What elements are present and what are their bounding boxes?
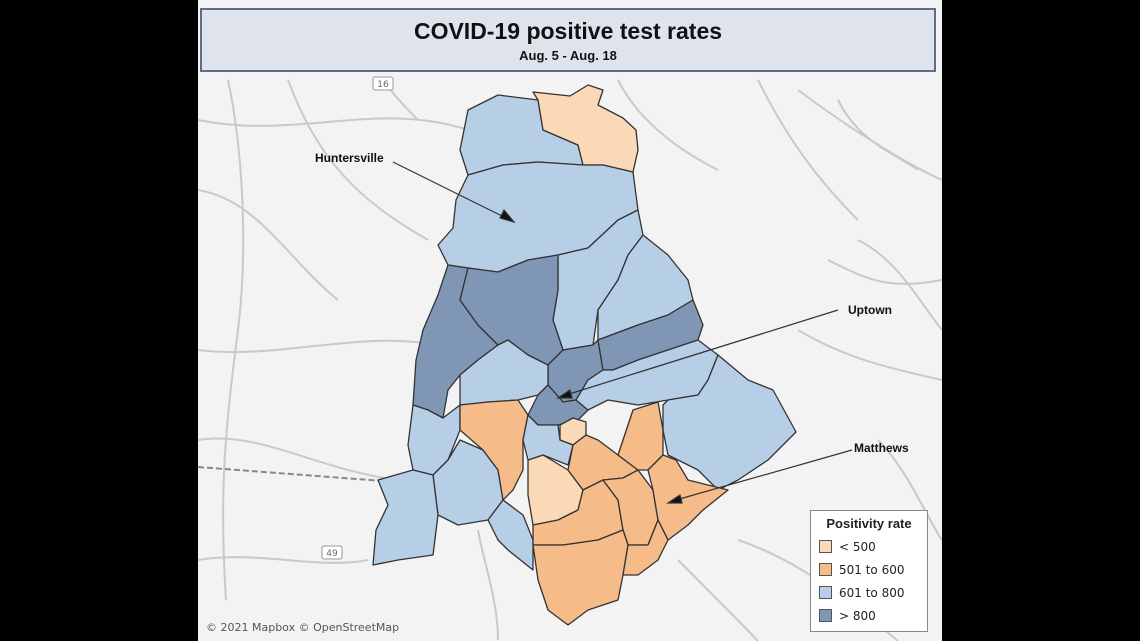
- zip-region-south-orange-5[interactable]: [532, 529, 629, 626]
- zip-region-south-orange-6[interactable]: [622, 519, 669, 576]
- legend-title: Positivity rate: [826, 516, 912, 531]
- zip-region-north-top[interactable]: [532, 84, 639, 173]
- legend-item[interactable]: < 500: [811, 535, 927, 558]
- zip-region-southwest-1[interactable]: [407, 404, 461, 476]
- legend: Positivity rate < 500 501 to 600 601 to …: [810, 510, 928, 632]
- legend-swatch: [819, 540, 832, 553]
- zip-region-east-far[interactable]: [662, 354, 797, 491]
- label-uptown: Uptown: [848, 303, 892, 317]
- map-panel: 16 49 485: [198, 0, 942, 641]
- legend-swatch: [819, 563, 832, 576]
- legend-label: 601 to 800: [839, 585, 905, 600]
- zip-region-south-west-orange[interactable]: [459, 399, 529, 501]
- zip-region-southwest-4[interactable]: [487, 499, 534, 571]
- map-title: COVID-19 positive test rates: [413, 18, 723, 44]
- zip-region-west-central[interactable]: [459, 339, 549, 406]
- zip-region-matthews[interactable]: [647, 454, 729, 541]
- state-line: [198, 466, 384, 482]
- label-matthews: Matthews: [854, 441, 909, 455]
- legend-item[interactable]: 601 to 800: [811, 581, 927, 604]
- svg-text:49: 49: [326, 549, 338, 559]
- legend-label: > 800: [839, 608, 876, 623]
- route-16-shield: 16: [372, 76, 394, 91]
- title-box: COVID-19 positive test rates Aug. 5 - Au…: [200, 8, 936, 72]
- legend-item[interactable]: > 800: [811, 604, 927, 627]
- map-credit[interactable]: © 2021 Mapbox © OpenStreetMap: [206, 621, 400, 634]
- legend-swatch: [819, 609, 832, 622]
- legend-label: 501 to 600: [839, 562, 905, 577]
- map-subtitle: Aug. 5 - Aug. 18: [519, 48, 617, 63]
- legend-swatch: [819, 586, 832, 599]
- svg-text:16: 16: [377, 80, 389, 90]
- route-49-shield: 49: [321, 545, 343, 560]
- legend-label: < 500: [839, 539, 876, 554]
- callout-arrows: [392, 161, 853, 504]
- choropleth-map[interactable]: 16 49 485: [198, 0, 942, 641]
- zip-region-southwest-3[interactable]: [372, 469, 439, 566]
- zip-regions: [372, 84, 797, 626]
- road-network: [198, 79, 942, 641]
- zip-region-south-orange-2[interactable]: [617, 401, 664, 471]
- legend-item[interactable]: 501 to 600: [811, 558, 927, 581]
- label-huntersville: Huntersville: [315, 151, 384, 165]
